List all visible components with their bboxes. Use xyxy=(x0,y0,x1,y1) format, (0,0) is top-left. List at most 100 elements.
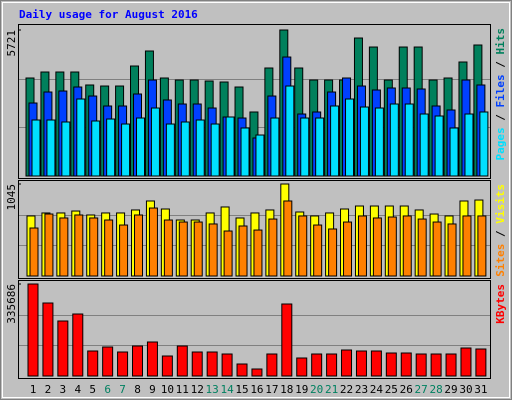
bar xyxy=(355,350,367,377)
bar xyxy=(328,228,338,277)
bar xyxy=(475,348,487,377)
legend-entry: Sites xyxy=(494,244,507,277)
bar xyxy=(326,353,338,377)
x-tick-label: 16 xyxy=(250,383,263,396)
bar xyxy=(370,350,382,377)
bar xyxy=(134,214,144,277)
bar xyxy=(210,123,220,177)
bar xyxy=(91,120,101,177)
bar xyxy=(404,103,414,177)
bar xyxy=(59,217,69,277)
bar xyxy=(61,121,71,177)
bar xyxy=(42,302,54,377)
x-tick-label: 28 xyxy=(429,383,442,396)
bar xyxy=(313,224,323,277)
bar xyxy=(479,111,489,177)
legend: Pages / Files / Hits xyxy=(494,28,507,161)
x-tick-label: 15 xyxy=(235,383,248,396)
x-tick-label: 13 xyxy=(206,383,219,396)
bar xyxy=(87,350,99,377)
x-tick-label: 23 xyxy=(355,383,368,396)
x-tick-label: 7 xyxy=(119,383,126,396)
bar xyxy=(195,119,205,177)
bar xyxy=(206,351,218,377)
bar xyxy=(148,207,158,277)
x-tick-label: 24 xyxy=(370,383,384,396)
x-tick-label: 3 xyxy=(60,383,67,396)
bar xyxy=(343,221,353,277)
x-tick-label: 10 xyxy=(161,383,174,396)
x-tick-label: 11 xyxy=(176,383,189,396)
bar xyxy=(345,98,355,177)
bar xyxy=(31,119,41,177)
bar xyxy=(221,353,233,377)
bar xyxy=(27,283,39,377)
bar xyxy=(372,217,382,277)
x-tick-label: 9 xyxy=(149,383,156,396)
bar xyxy=(44,213,54,277)
legend-separator: / xyxy=(494,108,507,128)
bar xyxy=(445,353,457,377)
bar xyxy=(357,215,367,277)
bar xyxy=(193,221,203,277)
x-tick-label: 4 xyxy=(74,383,81,396)
bar xyxy=(387,216,397,277)
x-tick-label: 21 xyxy=(325,383,338,396)
x-tick-label: 17 xyxy=(265,383,278,396)
y-tick-label: 1045 xyxy=(5,184,18,211)
x-tick-label: 12 xyxy=(191,383,204,396)
bar xyxy=(57,320,69,377)
bar xyxy=(400,352,412,377)
bar xyxy=(251,368,263,377)
bar xyxy=(464,113,474,177)
x-tick-label: 18 xyxy=(280,383,293,396)
bar xyxy=(150,107,160,177)
bar xyxy=(89,217,99,277)
bar xyxy=(430,353,442,377)
x-tick-label: 19 xyxy=(295,383,308,396)
bar xyxy=(419,113,429,177)
bar xyxy=(255,134,265,177)
bar xyxy=(389,103,399,177)
bar xyxy=(161,355,173,377)
x-tick-label: 1 xyxy=(30,383,37,396)
bar xyxy=(402,215,412,277)
bar xyxy=(208,223,218,277)
bar xyxy=(477,215,487,277)
x-tick-label: 20 xyxy=(310,383,323,396)
bar xyxy=(341,349,353,377)
bar xyxy=(29,227,39,277)
chart-title: Daily usage for August 2016 xyxy=(19,8,198,21)
legend-entry: KBytes xyxy=(494,284,507,324)
bar xyxy=(283,200,293,277)
bar xyxy=(266,353,278,377)
y-tick-label: 5721 xyxy=(5,30,18,57)
x-tick-label: 30 xyxy=(459,383,472,396)
x-tick-label: 25 xyxy=(385,383,398,396)
x-tick-label: 26 xyxy=(400,383,413,396)
bar xyxy=(119,224,129,277)
x-tick-label: 2 xyxy=(45,383,52,396)
bar xyxy=(236,363,248,377)
bar xyxy=(117,351,129,377)
legend-entry: Pages xyxy=(494,127,507,160)
bar xyxy=(417,218,427,277)
bar xyxy=(146,341,158,377)
bar xyxy=(415,353,427,377)
bar xyxy=(285,85,295,177)
bar xyxy=(374,107,384,177)
bar xyxy=(330,105,340,177)
bar xyxy=(176,345,188,377)
bar xyxy=(165,123,175,177)
bar xyxy=(240,127,250,177)
bar xyxy=(223,230,233,277)
legend-entry: Files xyxy=(494,74,507,107)
legend: Sites / Visits xyxy=(494,184,507,277)
x-tick-label: 8 xyxy=(134,383,141,396)
x-tick-label: 31 xyxy=(474,383,487,396)
bar xyxy=(225,116,235,177)
bar xyxy=(132,345,144,377)
bar xyxy=(72,313,84,377)
bar xyxy=(106,118,116,177)
